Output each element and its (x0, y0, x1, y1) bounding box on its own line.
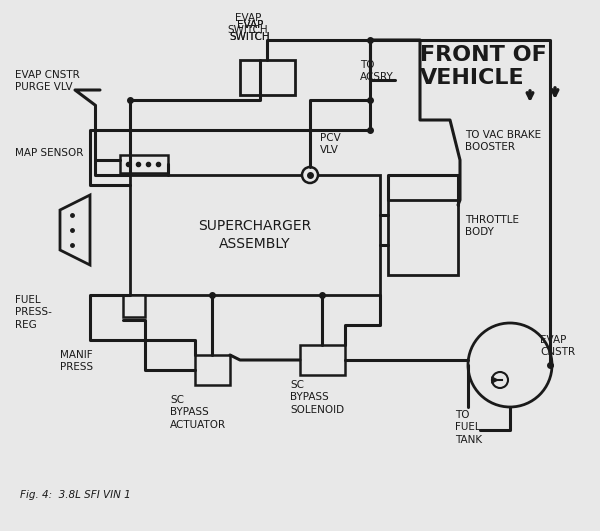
Text: MANIF
PRESS: MANIF PRESS (60, 350, 93, 372)
Text: EVAP
SWITCH: EVAP SWITCH (230, 20, 271, 42)
Text: EVAP CNSTR
PURGE VLV: EVAP CNSTR PURGE VLV (15, 70, 80, 92)
Circle shape (302, 167, 318, 183)
Text: MAP SENSOR: MAP SENSOR (15, 148, 83, 158)
Bar (123, 295, 145, 317)
Text: SUPERCHARGER
ASSEMBLY: SUPERCHARGER ASSEMBLY (199, 219, 311, 251)
Bar (240, 60, 295, 95)
Bar (300, 345, 345, 375)
Text: FUEL
PRESS-
REG: FUEL PRESS- REG (15, 295, 52, 330)
Circle shape (468, 323, 552, 407)
Text: PCV
VLV: PCV VLV (320, 133, 341, 155)
Text: EVAP
SWITCH: EVAP SWITCH (230, 20, 271, 42)
Text: THROTTLE
BODY: THROTTLE BODY (465, 215, 519, 237)
Bar (120, 155, 168, 173)
Circle shape (492, 372, 508, 388)
Bar (130, 175, 380, 295)
Text: FRONT OF
VEHICLE: FRONT OF VEHICLE (420, 45, 547, 88)
Text: Fig. 4:  3.8L SFI VIN 1: Fig. 4: 3.8L SFI VIN 1 (20, 490, 131, 500)
Bar (195, 355, 230, 385)
Text: EVAP
SWITCH: EVAP SWITCH (227, 13, 268, 35)
Text: TO VAC BRAKE
BOOSTER: TO VAC BRAKE BOOSTER (465, 130, 541, 152)
Text: SC
BYPASS
SOLENOID: SC BYPASS SOLENOID (290, 380, 344, 415)
Polygon shape (60, 195, 90, 265)
Text: SC
BYPASS
ACTUATOR: SC BYPASS ACTUATOR (170, 395, 226, 430)
Text: TO
ACSRY: TO ACSRY (360, 60, 394, 82)
Bar (388, 200, 458, 275)
Text: TO
FUEL
TANK: TO FUEL TANK (455, 410, 482, 445)
Text: EVAP
CNSTR: EVAP CNSTR (540, 335, 575, 357)
